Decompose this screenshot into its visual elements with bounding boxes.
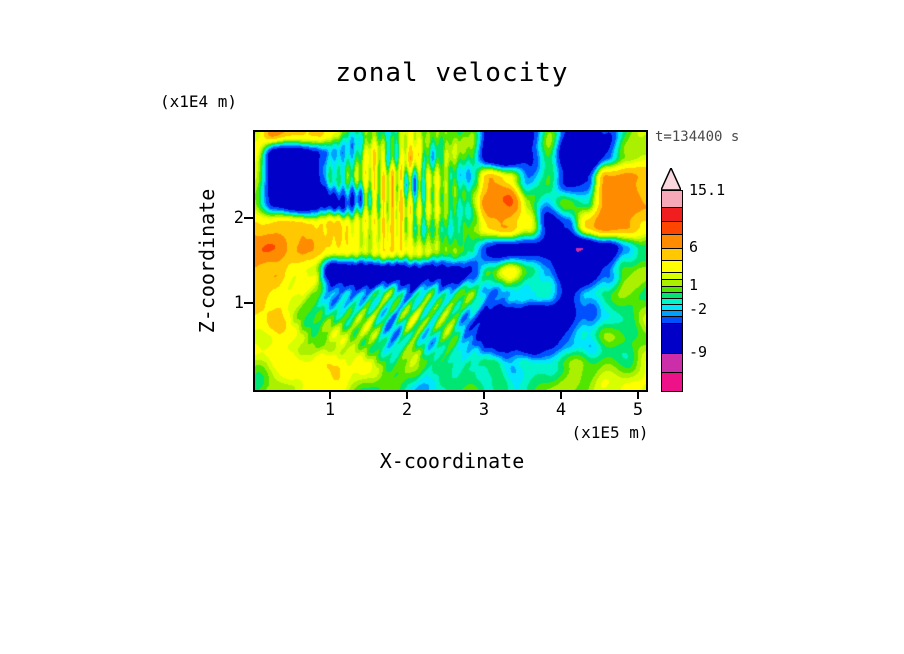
- colorbar-segment: [662, 207, 682, 221]
- x-axis-tick-label: 3: [478, 400, 490, 420]
- colorbar-arrow-tip-icon: [661, 168, 681, 190]
- y-axis-tick-mark: [244, 217, 253, 219]
- colorbar-segment: [662, 286, 682, 292]
- colorbar-segment: [662, 316, 682, 323]
- colorbar-segment: [662, 272, 682, 279]
- y-axis-tick-label: 1: [233, 293, 244, 313]
- x-axis-tick-label: 5: [632, 400, 644, 420]
- x-axis-tick-label: 4: [555, 400, 567, 420]
- colorbar-segment: [662, 304, 682, 310]
- colorbar-segment: [662, 221, 682, 234]
- colorbar-tick-label: 15.1: [689, 181, 726, 199]
- y-axis-unit-label: (x1E4 m): [160, 92, 238, 111]
- colorbar-tick-label: 6: [689, 238, 699, 256]
- x-axis-tick-label: 2: [401, 400, 413, 420]
- y-axis-tick-label: 2: [233, 208, 244, 228]
- colorbar-segment: [662, 372, 682, 391]
- x-axis-tick-mark: [483, 392, 485, 399]
- colorbar-segment: [662, 248, 682, 260]
- colorbar-segment: [662, 310, 682, 316]
- chart-title: zonal velocity: [335, 58, 569, 88]
- colorbar-segments: [661, 190, 683, 392]
- x-axis-unit-label: (x1E5 m): [571, 423, 649, 442]
- plot-frame: [253, 130, 648, 392]
- colorbar-tick-label: -9: [689, 343, 708, 361]
- colorbar-segment: [662, 292, 682, 298]
- contour-canvas: [255, 132, 646, 390]
- colorbar-tick-label: 1: [689, 276, 699, 294]
- colorbar-segment: [662, 234, 682, 248]
- x-axis-tick-label: 1: [324, 400, 336, 420]
- colorbar-segment: [662, 353, 682, 372]
- colorbar-segment: [662, 191, 682, 207]
- x-axis-title: X-coordinate: [379, 449, 525, 473]
- y-axis-tick-mark: [244, 302, 253, 304]
- timestamp-label: t=134400 s: [655, 129, 740, 145]
- colorbar-segment: [662, 279, 682, 286]
- x-axis-tick-mark: [406, 392, 408, 399]
- colorbar-tick-label: -2: [689, 300, 708, 318]
- x-axis-tick-mark: [637, 392, 639, 399]
- colorbar-segment: [662, 298, 682, 304]
- colorbar-segment: [662, 323, 682, 353]
- x-axis-tick-mark: [560, 392, 562, 399]
- colorbar-labels: 15.1 6 1 -2 -9: [689, 181, 749, 390]
- x-axis-tick-mark: [329, 392, 331, 399]
- colorbar-segment: [662, 260, 682, 272]
